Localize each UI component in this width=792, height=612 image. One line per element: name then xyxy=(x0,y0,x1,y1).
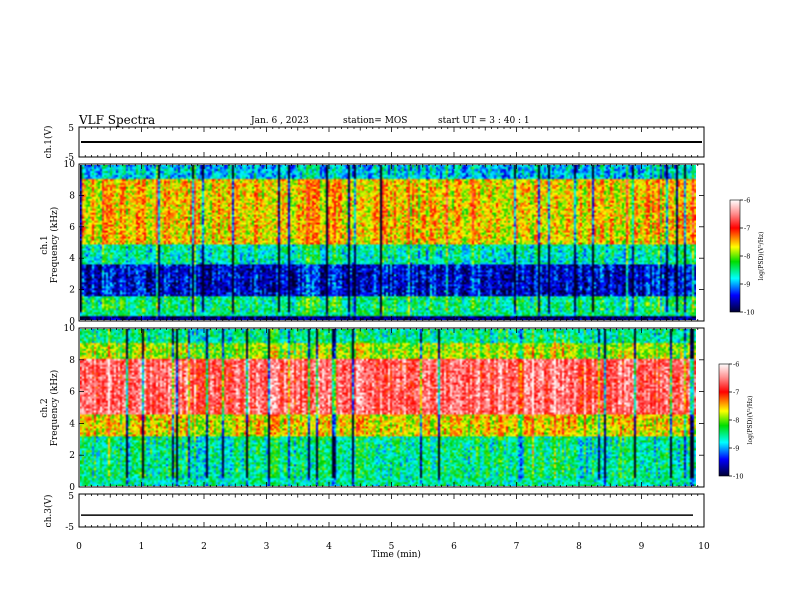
x-tick-label: 4 xyxy=(326,542,332,552)
ch3-voltage-panel: 5 -5 ch.3(V) xyxy=(43,492,705,533)
ch2-ylabel: ch.2 xyxy=(40,398,50,417)
x-tick-label: 1 xyxy=(139,542,145,552)
ch1-ytick-bottom: -5 xyxy=(65,153,74,163)
x-tick-label: 2 xyxy=(201,542,207,552)
ch1-spectrogram xyxy=(80,165,696,320)
ch1-voltage-ylabel: ch.1(V) xyxy=(43,126,54,159)
ch1-ylabel: ch.1 xyxy=(40,235,50,254)
date-label: Jan. 6 , 2023 xyxy=(251,116,309,126)
y-tick-label: 10 xyxy=(64,160,76,170)
y-tick-label: 2 xyxy=(69,286,75,296)
ch1-ytick-top: 5 xyxy=(68,124,74,134)
colorbar-tick-label: -10 xyxy=(733,473,743,481)
ch1-spectrum-panel: 0 2 4 6 8 10 ch.1 Frequency (kHz) -6 -7 -8 -9 -10… xyxy=(40,160,765,327)
x-tick-label: 0 xyxy=(76,542,82,552)
colorbar-tick-label: -7 xyxy=(744,225,750,233)
colorbar-tick-label: -8 xyxy=(744,253,750,261)
x-tick-label: 9 xyxy=(639,542,645,552)
x-tick-label: 3 xyxy=(264,542,270,552)
y-tick-label: 0 xyxy=(69,483,75,493)
x-axis-label: Time (min) xyxy=(371,549,421,560)
x-tick-label: 10 xyxy=(698,542,710,552)
ch2-spectrogram xyxy=(80,329,696,486)
colorbar-tick-label: -10 xyxy=(744,309,754,317)
y-tick-label: 10 xyxy=(64,324,76,334)
ch3-ytick-bottom: -5 xyxy=(65,523,74,533)
y-tick-label: 4 xyxy=(69,254,75,264)
y-tick-label: 6 xyxy=(69,388,75,398)
y-tick-label: 6 xyxy=(69,223,75,233)
colorbar-tick-label: -7 xyxy=(733,389,739,397)
colorbar-tick-label: -9 xyxy=(733,445,739,453)
ch2-spectrum-panel: 0 2 4 6 8 10 ch.2 Frequency (kHz) -6 -7 -8 -9 -10… xyxy=(40,324,754,493)
colorbar-tick-label: -6 xyxy=(744,197,750,205)
colorbar-tick-label: -8 xyxy=(733,417,739,425)
ch1-voltage-panel: 5 -5 ch.1(V) xyxy=(43,124,705,163)
ch2-frequency-ylabel: Frequency (kHz) xyxy=(49,370,60,447)
ch3-voltage-ylabel: ch.3(V) xyxy=(43,495,54,528)
x-tick-label: 7 xyxy=(514,542,520,552)
colorbar-tick-label: -9 xyxy=(744,281,750,289)
ch1-colorbar-label: log(PSD)(V²/Hz) xyxy=(758,232,765,281)
y-tick-label: 8 xyxy=(69,191,75,201)
station-label: station= MOS xyxy=(343,116,408,126)
ch3-ytick-top: 5 xyxy=(68,492,74,502)
ch2-colorbar-label: log(PSD)(V²/Hz) xyxy=(747,396,754,445)
y-tick-label: 2 xyxy=(69,451,75,461)
ch2-colorbar xyxy=(718,363,730,477)
y-tick-label: 0 xyxy=(69,317,75,327)
chart-title: VLF Spectra xyxy=(79,113,156,127)
x-tick-label: 6 xyxy=(451,542,457,552)
y-tick-label: 4 xyxy=(69,419,75,429)
ch1-colorbar xyxy=(729,199,741,313)
x-tick-label: 5 xyxy=(389,542,395,552)
colorbar-tick-label: -6 xyxy=(733,361,739,369)
y-tick-label: 8 xyxy=(69,356,75,366)
ch1-frequency-ylabel: Frequency (kHz) xyxy=(49,207,60,284)
x-tick-label: 8 xyxy=(576,542,582,552)
start-time-label: start UT = 3 : 40 : 1 xyxy=(438,116,530,126)
